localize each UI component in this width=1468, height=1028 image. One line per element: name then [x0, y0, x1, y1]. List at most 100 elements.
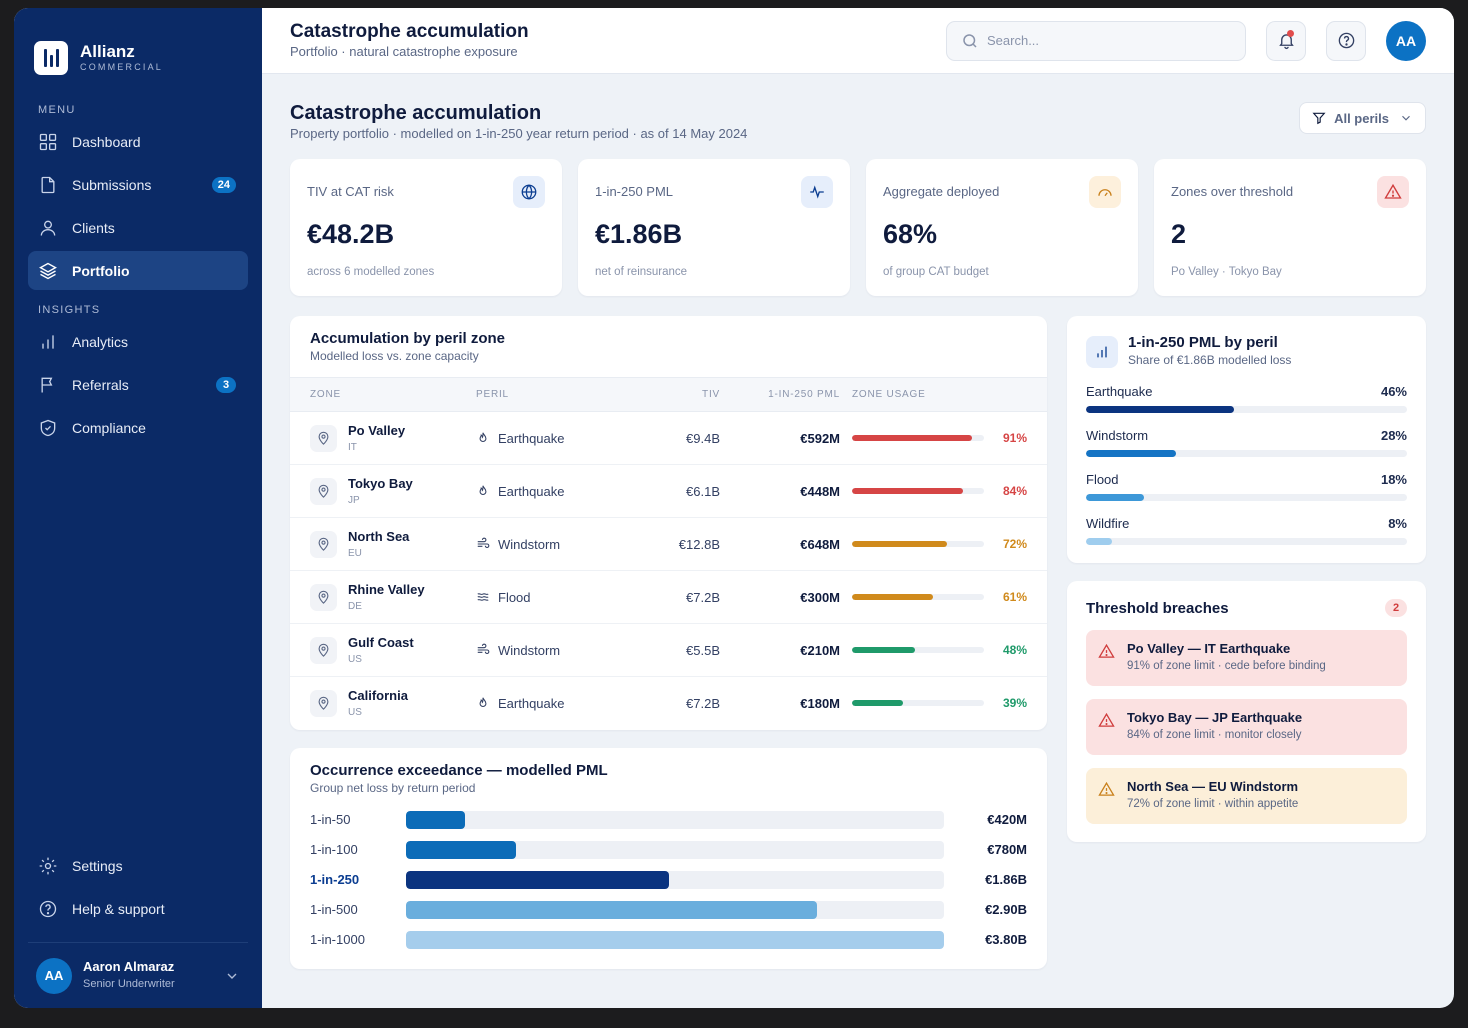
peril-share-bar: [1086, 450, 1407, 457]
table-row[interactable]: North Sea EU Windstorm €12.8B €648M 72%: [290, 517, 1047, 571]
peril-share-bar-fill: [1086, 450, 1176, 457]
sidebar-item-label: Analytics: [72, 333, 129, 350]
peril-filter-dropdown[interactable]: All perils: [1299, 102, 1426, 134]
submissions-count-badge: 24: [211, 176, 236, 193]
brand-name: Allianz: [80, 42, 135, 61]
table-row[interactable]: Po Valley IT Earthquake €9.4B €592M 91%: [290, 411, 1047, 465]
kpi-value: €1.86B: [595, 219, 683, 249]
oep-bar: [406, 900, 817, 919]
pml-value: €448M: [720, 464, 840, 518]
column-header-tiv[interactable]: TIV: [616, 377, 720, 412]
card-title: Accumulation by peril zone: [310, 330, 506, 347]
kpi-label: TIV at CAT risk: [307, 184, 394, 199]
notifications-button[interactable]: [1266, 20, 1306, 61]
sidebar-item-analytics[interactable]: Analytics: [28, 322, 248, 361]
usage-bar: [852, 647, 984, 653]
oep-bar: [406, 870, 670, 889]
gauge-icon: [1089, 176, 1121, 208]
peril-name: Flood: [498, 589, 531, 605]
file-icon: [41, 176, 55, 193]
user-profile[interactable]: AA Aaron Almaraz Senior Underwriter: [28, 942, 248, 1008]
oep-bar-track: [406, 840, 944, 859]
pin-icon: [310, 636, 337, 664]
pml-value: €648M: [720, 517, 840, 571]
sidebar-item-submissions[interactable]: Submissions 24: [28, 165, 248, 204]
pin-icon: [310, 583, 337, 611]
table-row[interactable]: Gulf Coast US Windstorm €5.5B €210M 48%: [290, 623, 1047, 677]
help-circle-icon: [39, 900, 57, 917]
usage-percent: 91%: [998, 411, 1047, 465]
breach-count-badge: 2: [1385, 599, 1407, 617]
user-role: Senior Underwriter: [83, 978, 175, 990]
usage-bar-fill: [852, 700, 904, 707]
peril-name: Flood: [1086, 472, 1119, 487]
filter-label: All perils: [1334, 110, 1389, 126]
accumulation-table: ZONE PERIL TIV 1-IN-250 PML ZONE USAGE: [290, 377, 1047, 730]
oep-row: 1-in-500 €2.90B: [290, 895, 1047, 925]
card-title: 1-in-250 PML by peril: [1128, 334, 1278, 351]
help-button[interactable]: [1326, 20, 1366, 61]
usage-bar-fill: [852, 647, 916, 653]
oep-value: €1.86B: [985, 872, 1027, 887]
avatar: AA: [36, 957, 72, 994]
user-icon: [40, 220, 56, 236]
table-row[interactable]: Tokyo Bay JP Earthquake €6.1B €448M 84%: [290, 464, 1047, 518]
sidebar: Allianz COMMERCIAL MENU Dashboard Submis…: [14, 8, 262, 1008]
column-header-pml[interactable]: 1-IN-250 PML: [720, 377, 840, 412]
zone-code: US: [348, 707, 362, 719]
breach-alert[interactable]: Po Valley — IT Earthquake 91% of zone li…: [1086, 630, 1407, 686]
brand[interactable]: Allianz COMMERCIAL: [14, 8, 262, 86]
sidebar-item-label: Submissions: [72, 176, 152, 193]
column-header-usage[interactable]: ZONE USAGE: [840, 377, 999, 412]
oep-chart: 1-in-50 €420M 1-in-100 €780M 1-in-250 €1…: [290, 805, 1047, 955]
table-row[interactable]: Rhine Valley DE Flood €7.2B €300M 61%: [290, 570, 1047, 624]
breach-title: Po Valley — IT Earthquake: [1127, 641, 1291, 656]
sidebar-item-clients[interactable]: Clients: [28, 208, 248, 247]
table-row[interactable]: California US Earthquake €7.2B €180M 39%: [290, 677, 1047, 730]
topbar: Catastrophe accumulation Portfolio · nat…: [262, 8, 1454, 74]
breach-alert[interactable]: North Sea — EU Windstorm 72% of zone lim…: [1086, 768, 1407, 824]
peril-share: 46%: [1380, 384, 1407, 399]
peril-name: Earthquake: [498, 483, 565, 499]
kpi-label: 1-in-250 PML: [595, 184, 674, 199]
kpi-card[interactable]: Zones over threshold 2 Po Valley · Tokyo…: [1154, 159, 1426, 296]
oep-value: €3.80B: [985, 932, 1027, 947]
oep-row: 1-in-1000 €3.80B: [290, 925, 1047, 955]
kpi-card[interactable]: TIV at CAT risk €48.2B across 6 modelled…: [290, 159, 562, 296]
referrals-count-badge: 3: [216, 376, 236, 393]
sidebar-item-label: Settings: [72, 857, 123, 874]
return-period-label: 1-in-100: [310, 842, 358, 857]
return-period-label: 1-in-1000: [310, 932, 365, 947]
chevron-down-icon[interactable]: [224, 968, 240, 984]
search-placeholder: Search...: [987, 33, 1040, 48]
sidebar-item-compliance[interactable]: Compliance: [28, 408, 248, 447]
sidebar-item-referrals[interactable]: Referrals 3: [28, 365, 248, 404]
sidebar-item-portfolio[interactable]: Portfolio: [28, 251, 248, 290]
oep-row: 1-in-250 €1.86B: [290, 865, 1047, 895]
return-period-label: 1-in-500: [310, 902, 358, 917]
flame-icon: [476, 431, 498, 445]
pin-icon: [310, 689, 337, 717]
sidebar-item-dashboard[interactable]: Dashboard: [28, 122, 248, 161]
accumulation-card: Accumulation by peril zone Modelled loss…: [290, 316, 1047, 730]
sidebar-item-help[interactable]: Help & support: [28, 889, 248, 928]
column-header-peril[interactable]: PERIL: [476, 377, 616, 412]
zone-name: Tokyo Bay: [348, 476, 413, 491]
topbar-title: Catastrophe accumulation: [290, 20, 529, 42]
wind-icon: [476, 537, 498, 551]
avatar[interactable]: AA: [1386, 20, 1426, 61]
pml-by-peril-card: 1-in-250 PML by peril Share of €1.86B mo…: [1067, 316, 1426, 563]
oep-bar: [406, 840, 517, 859]
oep-row: 1-in-50 €420M: [290, 805, 1047, 835]
kpi-label: Aggregate deployed: [883, 184, 1000, 199]
breach-alert[interactable]: Tokyo Bay — JP Earthquake 84% of zone li…: [1086, 699, 1407, 755]
search-icon: [963, 33, 977, 48]
search-input[interactable]: Search...: [946, 20, 1246, 61]
peril-name: Earthquake: [498, 430, 565, 446]
peril-share: 28%: [1380, 428, 1407, 443]
kpi-card[interactable]: 1-in-250 PML €1.86B net of reinsurance: [578, 159, 850, 296]
kpi-card[interactable]: Aggregate deployed 68% of group CAT budg…: [866, 159, 1138, 296]
sidebar-item-settings[interactable]: Settings: [28, 846, 248, 885]
column-header-zone[interactable]: ZONE: [290, 377, 476, 412]
usage-bar: [852, 594, 984, 600]
